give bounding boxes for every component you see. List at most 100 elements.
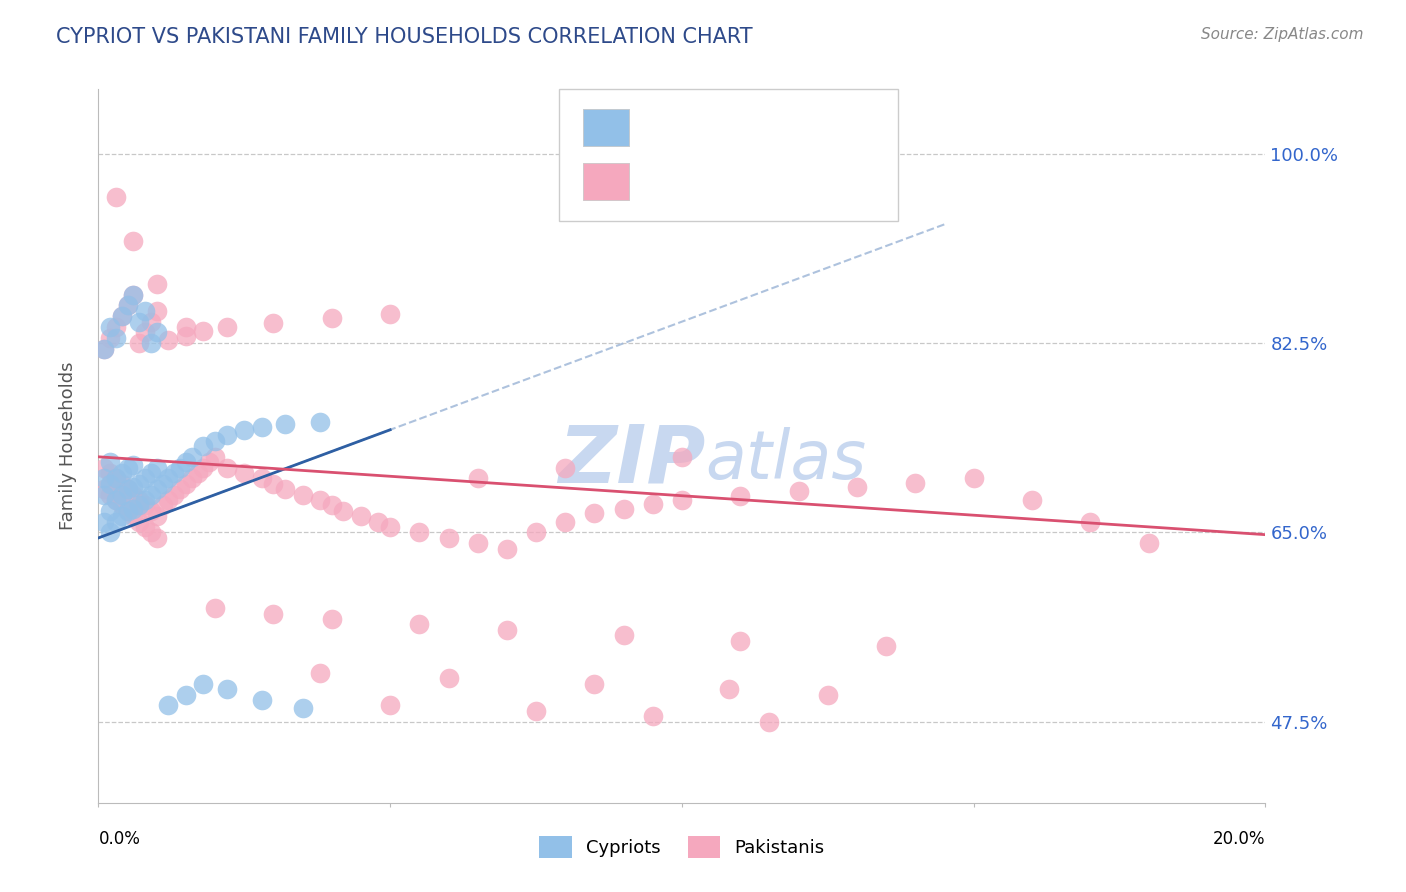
Point: [730, 633, 752, 648]
Point: [104, 493, 127, 508]
Point: [104, 331, 127, 345]
Point: [93, 471, 115, 485]
Text: N =: N =: [759, 117, 801, 136]
Point: [250, 419, 273, 434]
Point: [787, 484, 810, 499]
Point: [641, 497, 664, 511]
Point: [437, 672, 460, 686]
Text: 101: 101: [801, 170, 841, 189]
Point: [128, 499, 150, 513]
Point: [93, 342, 115, 356]
Point: [193, 325, 215, 339]
Point: [152, 476, 174, 491]
Text: 56: 56: [801, 117, 828, 136]
Point: [163, 488, 186, 502]
Point: [98, 331, 121, 345]
Point: [146, 531, 169, 545]
Point: [380, 307, 402, 321]
Point: [233, 423, 256, 437]
Point: [111, 509, 134, 524]
Point: [350, 509, 373, 524]
Point: [309, 415, 332, 429]
Point: [117, 504, 139, 518]
Point: [671, 450, 693, 464]
Point: [104, 493, 127, 508]
Point: [122, 234, 145, 248]
Point: [467, 471, 489, 485]
Point: [187, 466, 209, 480]
Point: [98, 504, 121, 518]
Point: [111, 476, 134, 491]
Point: [122, 488, 145, 502]
Point: [93, 515, 115, 529]
Point: [717, 682, 740, 697]
Point: [111, 488, 134, 502]
Text: ZIP: ZIP: [558, 421, 706, 500]
Point: [204, 601, 226, 615]
Legend: Cypriots, Pakistanis: Cypriots, Pakistanis: [531, 829, 832, 865]
Point: [146, 460, 169, 475]
Point: [612, 501, 634, 516]
Point: [174, 320, 197, 334]
Point: [496, 623, 519, 637]
FancyBboxPatch shape: [582, 109, 630, 146]
Point: [117, 298, 139, 312]
Point: [139, 525, 162, 540]
Point: [641, 709, 664, 723]
Y-axis label: Family Households: Family Households: [59, 362, 77, 530]
Point: [309, 666, 332, 681]
Point: [321, 612, 343, 626]
Point: [174, 455, 197, 469]
Point: [122, 501, 145, 516]
Point: [193, 460, 215, 475]
Point: [380, 698, 402, 713]
Point: [128, 476, 150, 491]
Text: atlas: atlas: [706, 427, 866, 493]
FancyBboxPatch shape: [560, 89, 898, 221]
Point: [157, 493, 180, 508]
Point: [758, 714, 780, 729]
Point: [93, 482, 115, 496]
Point: [117, 482, 139, 496]
Point: [274, 482, 297, 496]
Point: [193, 677, 215, 691]
Point: [104, 515, 127, 529]
Point: [134, 493, 156, 508]
Point: [122, 509, 145, 524]
Point: [157, 333, 180, 347]
Point: [117, 460, 139, 475]
Point: [169, 460, 191, 475]
Point: [875, 639, 897, 653]
Point: [193, 439, 215, 453]
Point: [98, 488, 121, 502]
Point: [128, 315, 150, 329]
Point: [367, 515, 389, 529]
Point: [524, 525, 547, 540]
Point: [262, 607, 284, 621]
Point: [98, 525, 121, 540]
Point: [134, 326, 156, 340]
Point: [554, 460, 576, 475]
Point: [332, 504, 354, 518]
Point: [128, 493, 150, 508]
Point: [93, 488, 115, 502]
Point: [215, 460, 238, 475]
Point: [408, 525, 430, 540]
Point: [93, 342, 115, 356]
Point: [309, 493, 332, 508]
Point: [204, 434, 226, 448]
Point: [180, 450, 202, 464]
Point: [98, 455, 121, 469]
Point: [817, 688, 839, 702]
Point: [204, 450, 226, 464]
Point: [122, 458, 145, 473]
Point: [262, 476, 284, 491]
Point: [111, 499, 134, 513]
Point: [180, 471, 202, 485]
Point: [139, 315, 162, 329]
Point: [174, 688, 197, 702]
Point: [215, 320, 238, 334]
Point: [152, 499, 174, 513]
Point: [93, 460, 115, 475]
Point: [111, 310, 134, 324]
